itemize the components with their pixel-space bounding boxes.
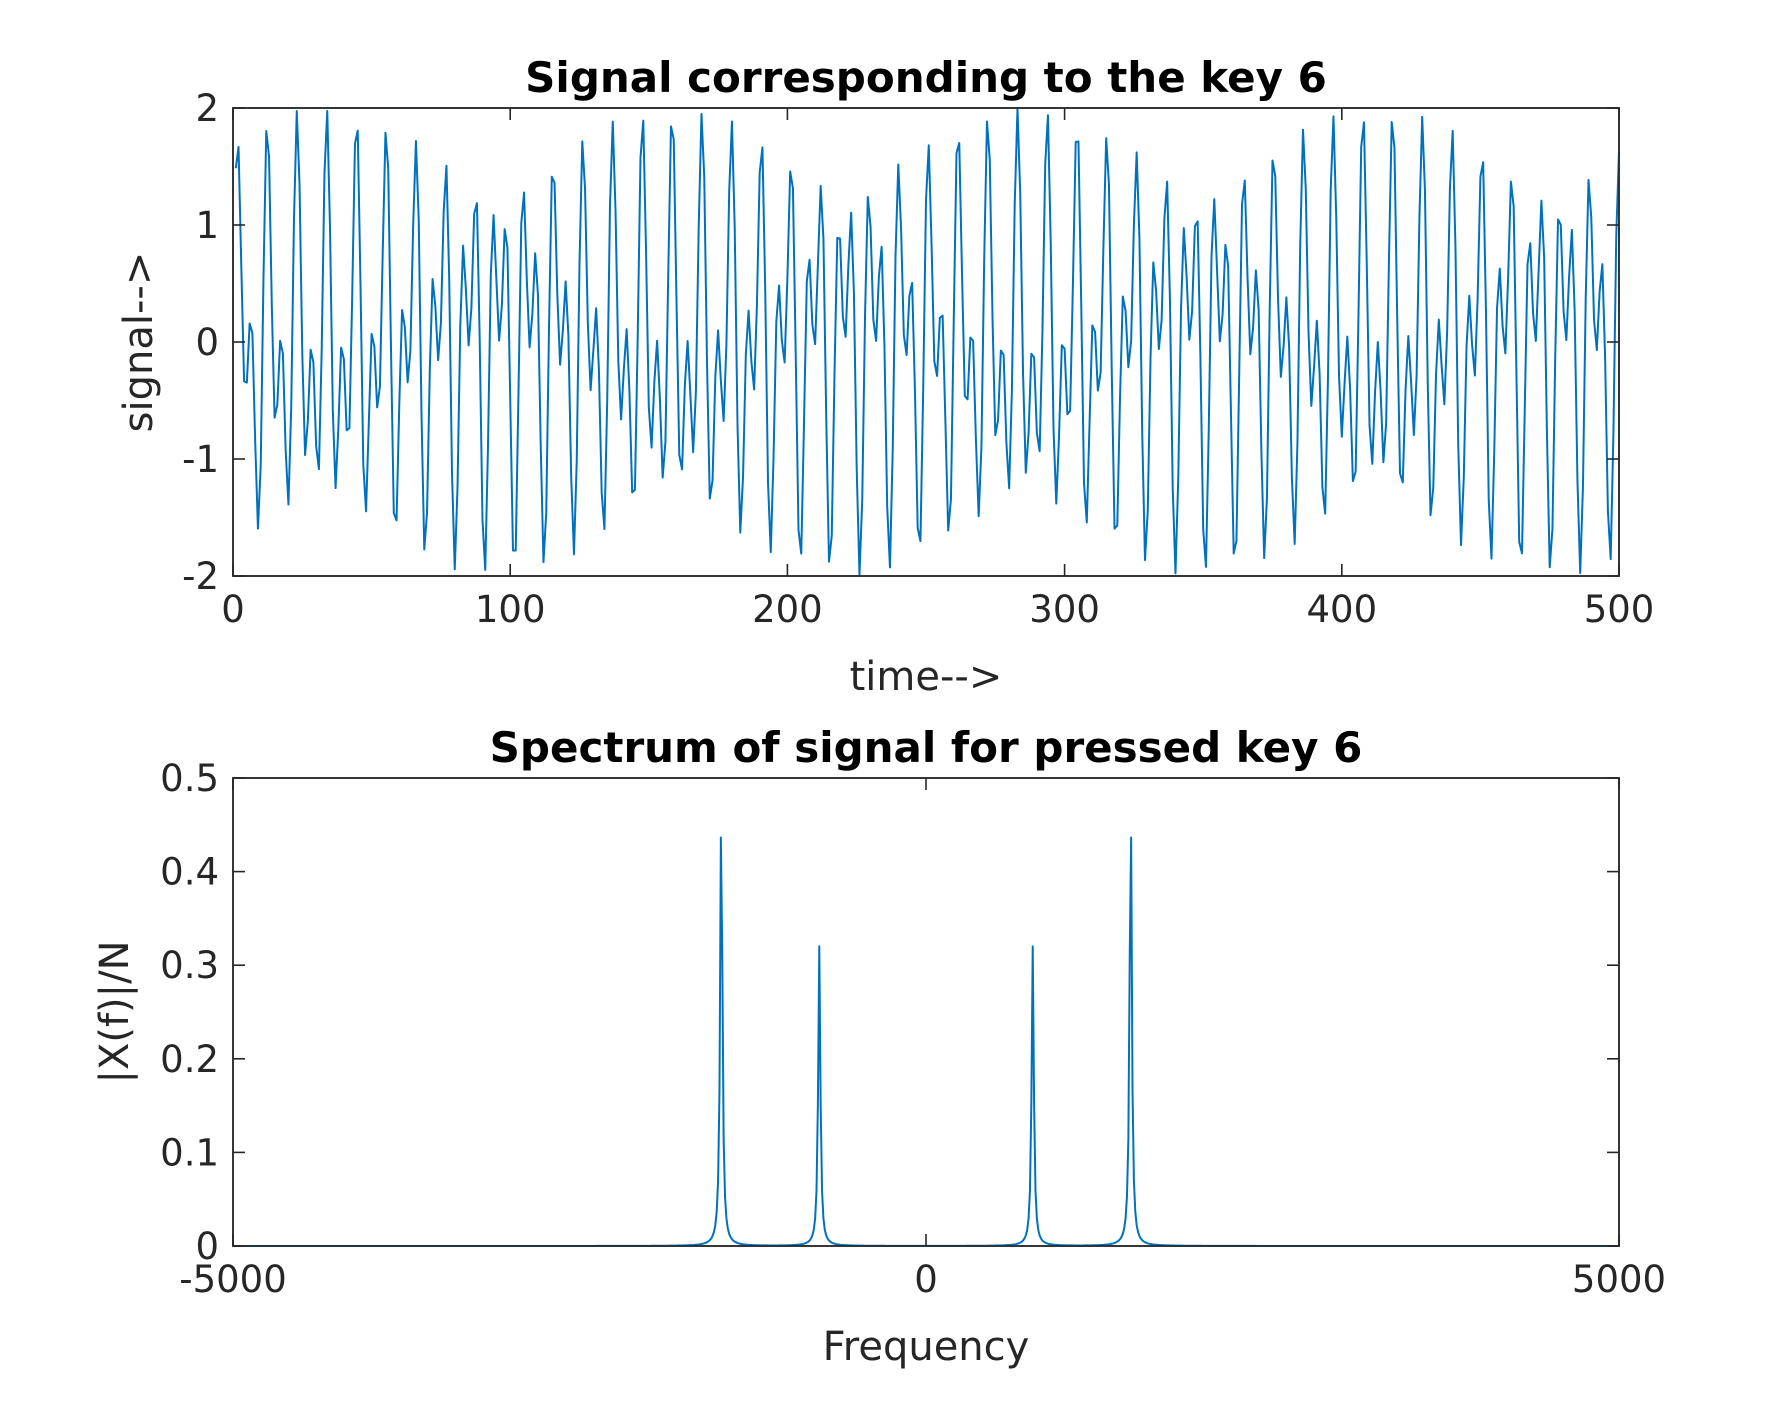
spectrum-xtick-label: 5000 (1572, 1258, 1666, 1301)
signal-xtick-label: 400 (1306, 588, 1377, 631)
signal-ytick-label: -2 (182, 555, 219, 598)
spectrum-xtick-label: 0 (914, 1258, 938, 1301)
spectrum-ytick-label: 0.5 (160, 757, 219, 800)
signal-ytick-label: -1 (182, 438, 219, 481)
signal-ytick-label: 1 (195, 204, 219, 247)
signal-xtick-label: 0 (221, 588, 245, 631)
signal-line (234, 107, 1620, 576)
signal-title: Signal corresponding to the key 6 (525, 53, 1327, 102)
spectrum-ylabel: |X(f)|/N (92, 940, 138, 1083)
spectrum-axes-box (232, 777, 1620, 1247)
signal-xlabel: time--> (850, 654, 1003, 700)
signal-xtick-label: 200 (752, 588, 823, 631)
signal-ytick-label: 0 (195, 321, 219, 364)
signal-ylabel: signal--> (116, 252, 162, 433)
signal-xtick-label: 500 (1584, 588, 1655, 631)
signal-xtick-label: 100 (475, 588, 546, 631)
signal-ticks: 0 100 200 300 400 500 -2 -1 0 1 2 (182, 87, 1654, 631)
signal-axes-box (232, 107, 1620, 577)
spectrum-xlabel: Frequency (823, 1324, 1030, 1370)
spectrum-title: Spectrum of signal for pressed key 6 (490, 723, 1363, 772)
spectrum-ytick-label: 0.2 (160, 1038, 219, 1081)
signal-series (234, 107, 1620, 576)
signal-xtick-label: 300 (1029, 588, 1100, 631)
spectrum-ytick-label: 0 (195, 1225, 219, 1268)
spectrum-ytick-label: 0.3 (160, 944, 219, 987)
spectrum-ytick-label: 0.1 (160, 1131, 219, 1174)
spectrum-ytick-label: 0.4 (160, 851, 219, 894)
spectrum-xtick-label: -5000 (179, 1258, 287, 1301)
signal-subplot: 0 100 200 300 400 500 -2 -1 0 1 2 Signal correspon… (116, 53, 1654, 700)
signal-ytick-label: 2 (195, 87, 219, 130)
